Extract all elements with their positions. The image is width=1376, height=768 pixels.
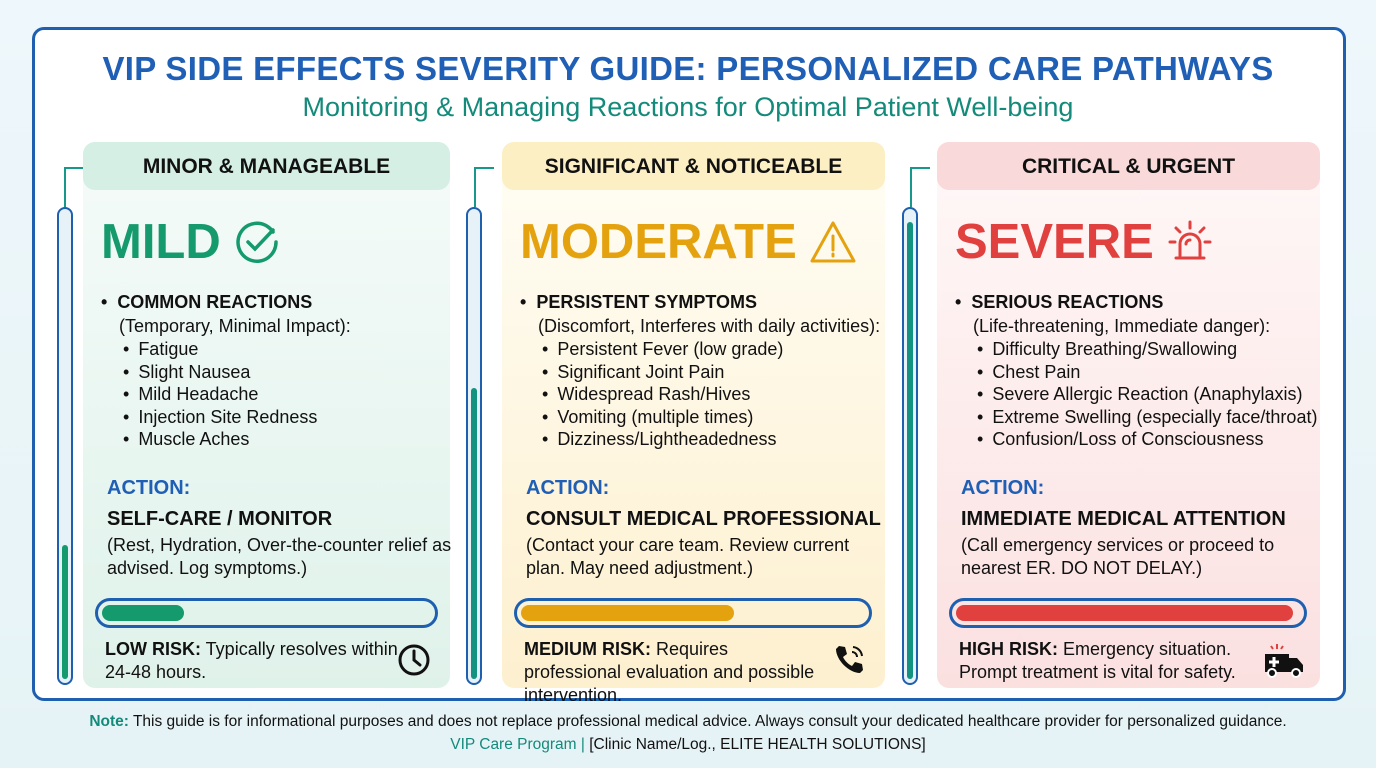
clock-icon [398, 644, 430, 676]
reaction-list: Fatigue Slight Nausea Mild Headache Inje… [123, 339, 317, 452]
risk-progress-fill [102, 605, 185, 621]
connector-line [910, 167, 930, 207]
alarm-siren-icon [1168, 220, 1212, 260]
severity-label: SEVERE [955, 215, 1154, 269]
reaction-list: Difficulty Breathing/Swallowing Chest Pa… [977, 339, 1317, 452]
action-title: CONSULT MEDICAL PROFESSIONAL [526, 508, 881, 530]
gauge-fill [62, 544, 68, 679]
severity-label: MODERATE [520, 215, 797, 269]
connector-line [64, 167, 84, 207]
reactions-heading: • SERIOUS REACTIONS [955, 292, 1164, 312]
risk-text: HIGH RISK: Emergency situation. Prompt t… [959, 639, 1236, 682]
list-item: Chest Pain [977, 362, 1317, 385]
severity-title: SEVERE [955, 214, 1214, 270]
gauge-fill [907, 222, 913, 679]
connector-line [474, 167, 494, 207]
risk-progress-fill [956, 605, 1294, 621]
action-label: ACTION: [526, 477, 610, 499]
list-item: Slight Nausea [123, 362, 317, 385]
list-item: Difficulty Breathing/Swallowing [977, 339, 1317, 362]
list-item: Widespread Rash/Hives [542, 384, 783, 407]
list-item: Extreme Swelling (especially face/throat… [977, 407, 1317, 430]
action-description: (Call emergency services or proceed to n… [961, 535, 1275, 578]
risk-progress-bar [514, 598, 872, 628]
action-description: (Rest, Hydration, Over-the-counter relie… [107, 535, 452, 578]
risk-text: LOW RISK: Typically resolves within 24-4… [105, 639, 398, 682]
list-item: Fatigue [123, 339, 317, 362]
ambulance-icon [1265, 644, 1303, 678]
check-circle-icon [236, 221, 278, 263]
severity-title: MILD [101, 214, 281, 270]
reactions-subheading: (Life-threatening, Immediate danger): [973, 316, 1271, 336]
action-label: ACTION: [961, 477, 1045, 499]
card-severe: CRITICAL & URGENT SEVERE • SERIOUS REACT… [937, 142, 1320, 688]
list-item: Muscle Aches [123, 429, 317, 452]
warning-icon [810, 221, 856, 263]
page-subtitle: Monitoring & Managing Reactions for Opti… [302, 92, 1074, 122]
list-item: Injection Site Redness [123, 407, 317, 430]
risk-progress-bar [949, 598, 1307, 628]
action-title: IMMEDIATE MEDICAL ATTENTION [961, 508, 1286, 530]
risk-progress-bar [95, 598, 438, 628]
severity-label: MILD [101, 215, 221, 269]
category-header: SIGNIFICANT & NOTICEABLE [502, 142, 885, 190]
card-mild: MINOR & MANAGEABLE MILD • COMMON REACTIO… [83, 142, 452, 688]
reaction-list: Persistent Fever (low grade) Significant… [542, 339, 783, 452]
footer-credit: VIP Care Program | [Clinic Name/Log., EL… [450, 736, 926, 753]
list-item: Vomiting (multiple times) [542, 407, 783, 430]
action-title: SELF-CARE / MONITOR [107, 508, 333, 530]
reactions-heading: • PERSISTENT SYMPTOMS [520, 292, 758, 312]
list-item: Persistent Fever (low grade) [542, 339, 783, 362]
severity-gauge-moderate [466, 207, 482, 685]
risk-text: MEDIUM RISK: Requires professional evalu… [524, 639, 815, 705]
list-item: Significant Joint Pain [542, 362, 783, 385]
list-item: Severe Allergic Reaction (Anaphylaxis) [977, 384, 1317, 407]
page-title: VIP SIDE EFFECTS SEVERITY GUIDE: PERSONA… [102, 50, 1274, 87]
reactions-heading: • COMMON REACTIONS [101, 292, 313, 312]
category-header: MINOR & MANAGEABLE [83, 142, 450, 190]
action-description: (Contact your care team. Review current … [526, 535, 850, 578]
severity-title: MODERATE [520, 214, 857, 270]
severity-gauge-severe [902, 207, 918, 685]
list-item: Dizziness/Lightheadedness [542, 429, 783, 452]
risk-progress-fill [521, 605, 735, 621]
list-item: Confusion/Loss of Consciousness [977, 429, 1317, 452]
category-header: CRITICAL & URGENT [937, 142, 1320, 190]
reactions-subheading: (Discomfort, Interferes with daily activ… [538, 316, 881, 336]
disclaimer-note: Note: This guide is for informational pu… [89, 713, 1287, 730]
phone-icon [836, 646, 863, 673]
reactions-subheading: (Temporary, Minimal Impact): [119, 316, 351, 336]
gauge-fill [471, 388, 477, 679]
card-moderate: SIGNIFICANT & NOTICEABLE MODERATE • PERS… [502, 142, 885, 705]
action-label: ACTION: [107, 477, 191, 499]
severity-gauge-mild [57, 207, 73, 685]
list-item: Mild Headache [123, 384, 317, 407]
